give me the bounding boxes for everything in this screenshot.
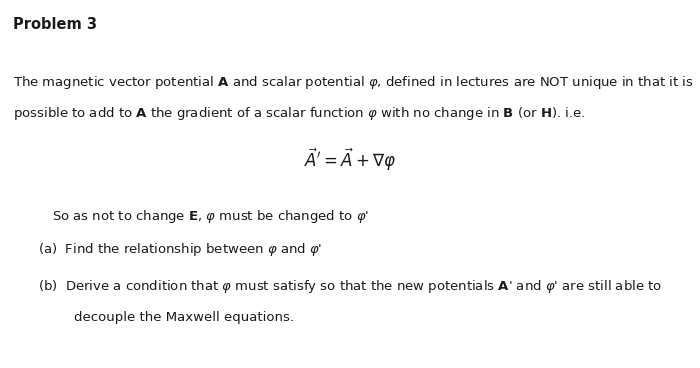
Text: (b)  Derive a condition that $\varphi$ must satisfy so that the new potentials $: (b) Derive a condition that $\varphi$ mu… [38, 278, 663, 295]
Text: So as not to change $\mathbf{E}$, $\varphi$ must be changed to $\varphi$': So as not to change $\mathbf{E}$, $\varp… [52, 208, 370, 225]
Text: possible to add to $\mathbf{A}$ the gradient of a scalar function $\varphi$ with: possible to add to $\mathbf{A}$ the grad… [13, 105, 585, 122]
Text: The magnetic vector potential $\mathbf{A}$ and scalar potential $\varphi$, defin: The magnetic vector potential $\mathbf{A… [13, 74, 693, 91]
Text: $\vec{A}' = \vec{A} + \nabla\varphi$: $\vec{A}' = \vec{A} + \nabla\varphi$ [304, 147, 396, 173]
Text: (a)  Find the relationship between $\varphi$ and $\varphi$': (a) Find the relationship between $\varp… [38, 241, 323, 258]
Text: Problem 3: Problem 3 [13, 17, 97, 32]
Text: decouple the Maxwell equations.: decouple the Maxwell equations. [74, 311, 293, 324]
